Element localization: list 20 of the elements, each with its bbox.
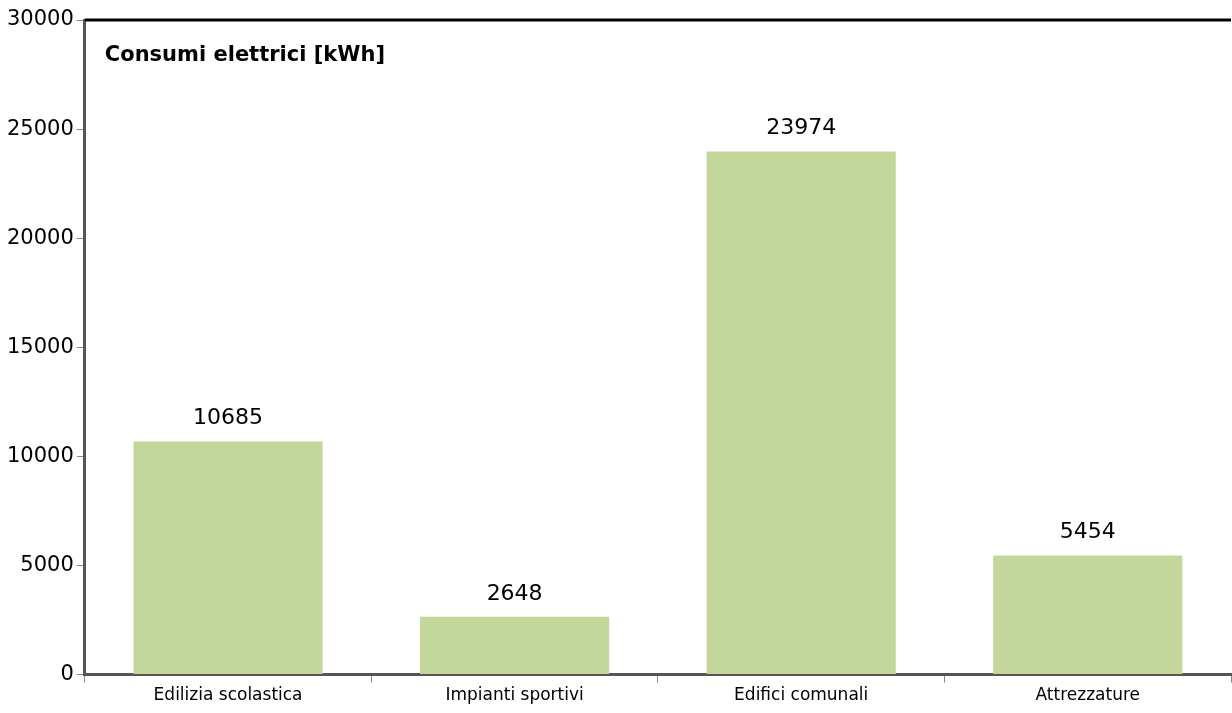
x-tick-label: Edilizia scolastica [153,684,303,705]
bar [993,555,1183,675]
data-label: 2648 [486,579,543,605]
bar [706,151,896,675]
x-tick-label: Impianti sportivi [445,684,584,705]
data-label: 10685 [193,404,264,430]
y-tick-label: 5000 [20,551,74,576]
data-label: 23974 [766,114,837,140]
y-tick-label: 20000 [6,224,74,249]
y-tick-label: 25000 [6,115,74,140]
y-tick-label: 0 [60,661,74,686]
x-tick-label: Attrezzature [1035,684,1140,705]
y-tick-label: 15000 [6,333,74,358]
y-tick-label: 10000 [6,442,74,467]
text: Consumi elettrici [kWh] [104,42,385,67]
data-label: 5454 [1059,518,1116,544]
y-tick-label: 30000 [6,6,74,31]
bar [133,441,323,675]
x-tick-label: Edifici comunali [734,684,869,705]
bar [420,616,610,675]
